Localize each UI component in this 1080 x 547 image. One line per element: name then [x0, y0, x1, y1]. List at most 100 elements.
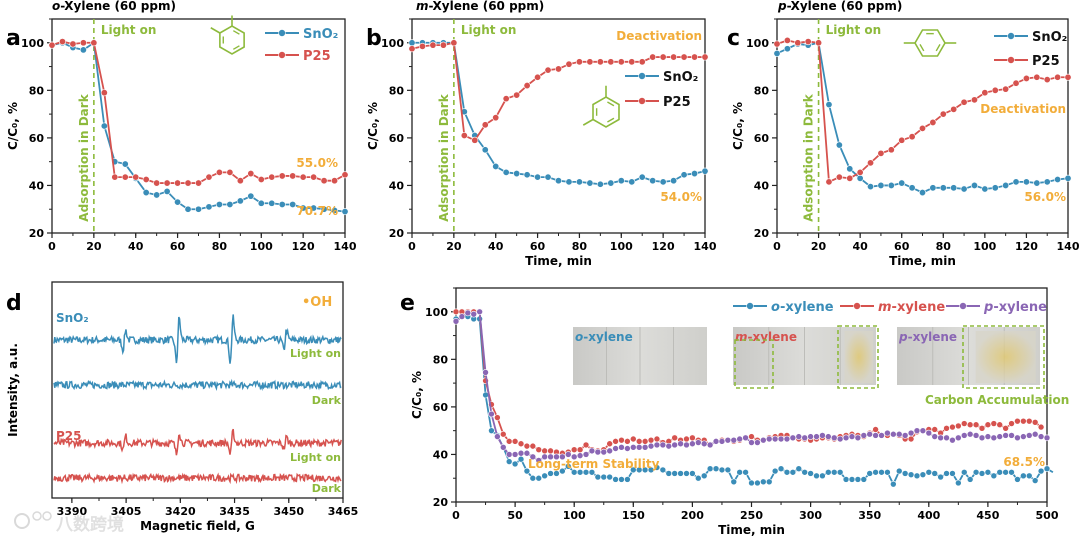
p-xylene-marker — [925, 429, 933, 437]
legend-label: P25 — [1032, 54, 1060, 69]
o-xylene-marker — [706, 465, 714, 473]
text-part: -Xylene (60 ppm) — [787, 0, 903, 13]
o-xylene-marker — [884, 468, 891, 476]
p-xylene-marker — [884, 429, 891, 437]
x-axis-label: Time, min — [718, 523, 785, 537]
p25-marker — [586, 58, 594, 66]
sno2-marker — [544, 173, 552, 181]
sno2-marker — [502, 168, 510, 176]
sno2-marker — [79, 46, 87, 54]
double-bond — [607, 117, 615, 123]
p25-marker — [867, 159, 875, 167]
o-xylene-marker — [931, 470, 939, 477]
p-xylene-marker — [641, 444, 649, 451]
p-xylene-marker — [499, 444, 507, 451]
p25-marker — [142, 176, 150, 184]
p25-marker — [257, 176, 265, 184]
p25-marker — [215, 168, 223, 176]
x-tick-label: 0 — [408, 240, 416, 253]
o-xylene-marker — [1031, 477, 1039, 484]
p-xylene-marker — [535, 457, 543, 464]
p-xylene-marker — [878, 432, 885, 439]
sno2-marker — [121, 160, 129, 168]
sno2-marker — [534, 173, 542, 181]
m-xylene-marker — [494, 414, 501, 421]
sno2-marker — [638, 173, 646, 181]
x-tick-label: 0 — [452, 509, 460, 522]
panel-letter: b — [366, 26, 382, 51]
p-xylene-marker — [635, 444, 643, 451]
sno2-marker — [649, 177, 657, 185]
p25-marker — [929, 118, 937, 126]
p-xylene-marker — [955, 434, 962, 442]
inset-label: m-xylene — [735, 330, 797, 344]
sno2-marker — [523, 171, 531, 179]
x-tick-label: 120 — [652, 240, 675, 253]
sno2-marker — [310, 204, 318, 212]
p25-marker — [649, 53, 657, 61]
m-xylene-marker — [907, 435, 915, 443]
dark-adsorption-label: Adsorption in Dark — [802, 93, 816, 221]
o-xylene-marker — [966, 476, 974, 483]
x-tick-label: 120 — [1015, 240, 1038, 253]
o-xylene-marker — [712, 465, 720, 473]
y-tick-label: 80 — [754, 84, 770, 97]
sno2-marker — [184, 205, 192, 213]
x-tick-label: 80 — [572, 240, 588, 253]
m-xylene-marker — [535, 446, 543, 453]
p25-marker — [960, 98, 968, 106]
p-xylene-marker — [783, 435, 791, 443]
p25-marker — [90, 39, 98, 47]
sno2-marker — [257, 199, 265, 207]
sno2-marker — [680, 171, 688, 179]
o-xylene-marker — [771, 467, 779, 475]
inset-photo-m-xylene: m-xylene — [733, 327, 876, 385]
o-xylene-marker — [783, 468, 791, 476]
sno2-marker — [1064, 174, 1072, 182]
epr-trace — [53, 314, 342, 364]
o-xylene-marker — [529, 474, 537, 482]
x-tick-label: 60 — [530, 240, 546, 253]
p-xylene-marker — [990, 434, 998, 442]
sno2-marker — [278, 200, 286, 208]
o-xylene-marker — [505, 458, 513, 465]
p-xylene-marker — [1002, 432, 1009, 439]
p-xylene-marker — [825, 433, 832, 440]
p-xylene-marker — [795, 433, 803, 440]
o-xylene-marker — [1043, 465, 1051, 473]
sno2-marker — [918, 189, 926, 197]
o-xylene-marker — [624, 476, 631, 483]
o-xylene-marker — [689, 470, 696, 477]
o-xylene-marker — [866, 470, 874, 477]
p-xylene-marker — [505, 451, 513, 458]
p25-marker — [195, 179, 203, 187]
p25-marker — [174, 179, 182, 187]
m-xylene-marker — [517, 440, 525, 448]
p25-marker — [331, 177, 339, 185]
o-xylene-marker — [517, 455, 525, 463]
p-xylene-marker — [683, 441, 690, 449]
o-xylene-marker — [677, 470, 684, 477]
p25-marker — [184, 179, 192, 187]
o-xylene-marker — [588, 468, 596, 476]
x-tick-label: 3435 — [219, 505, 250, 518]
p25-marker — [1064, 73, 1072, 81]
o-xylene-marker — [659, 466, 667, 474]
x-tick-label: 100 — [250, 240, 273, 253]
sno2-marker — [205, 203, 213, 211]
p-xylene-marker — [523, 449, 531, 457]
m-xylene-marker — [1008, 420, 1015, 427]
double-bond — [232, 45, 240, 50]
methyl-group — [582, 118, 594, 126]
x-tick-label: 40 — [128, 240, 144, 253]
italic-part: m — [416, 0, 429, 13]
y-tick-label: 100 — [425, 306, 448, 319]
o-xylene-marker — [647, 466, 655, 474]
x-tick-label: 40 — [852, 240, 868, 253]
p25-marker — [835, 173, 843, 181]
y-axis-label: C/C₀, % — [366, 102, 380, 150]
o-xylene-marker — [1025, 472, 1033, 480]
p-xylene-marker — [754, 439, 761, 446]
m-xylene-legend-marker — [853, 302, 861, 310]
m-xylene-marker — [635, 438, 643, 445]
